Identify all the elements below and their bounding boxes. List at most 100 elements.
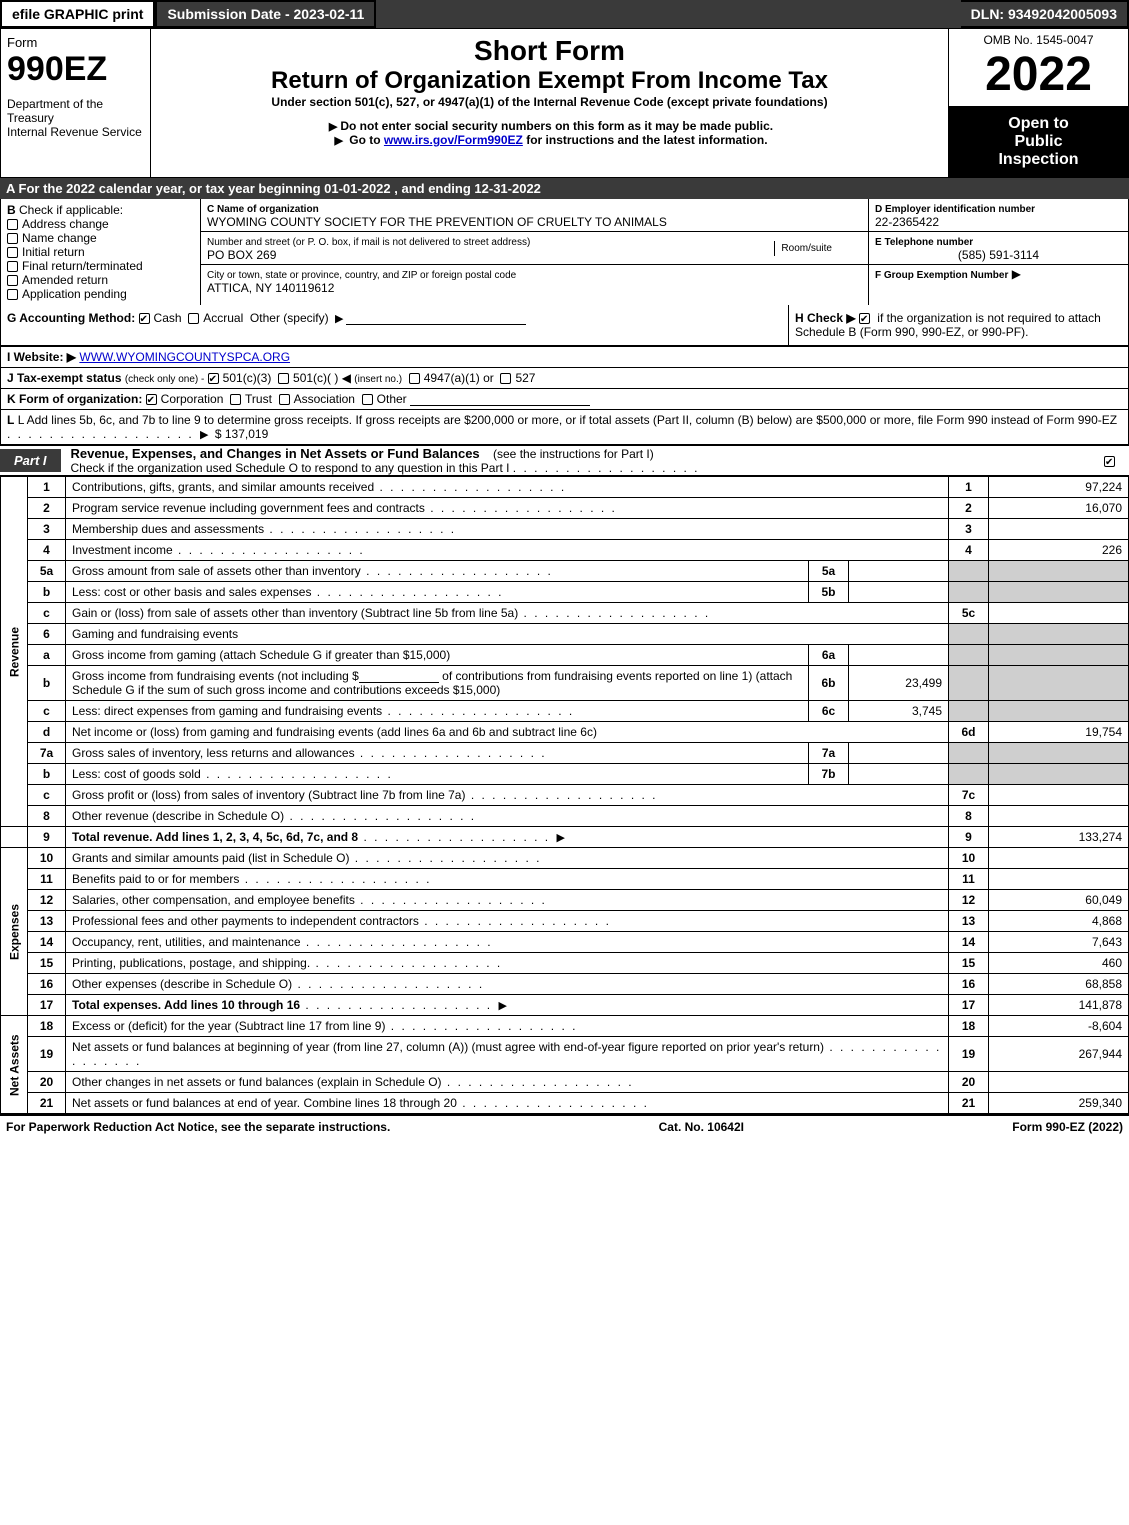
row-j: J Tax-exempt status (check only one) - 5…	[0, 367, 1129, 388]
chk-corporation[interactable]	[146, 394, 157, 405]
form-number: 990EZ	[7, 50, 144, 89]
chk-application-pending[interactable]: Application pending	[7, 287, 194, 301]
line-5b: bLess: cost or other basis and sales exp…	[1, 582, 1129, 603]
website-link[interactable]: WWW.WYOMINGCOUNTYSPCA.ORG	[79, 350, 290, 364]
h-label: H Check ▶	[795, 311, 856, 325]
line-1-value: 97,224	[989, 477, 1129, 498]
chk-amended-return[interactable]: Amended return	[7, 273, 194, 287]
chk-name-change[interactable]: Name change	[7, 231, 194, 245]
line-7c-value	[989, 785, 1129, 806]
other-org-input[interactable]	[410, 392, 590, 406]
chk-final-return[interactable]: Final return/terminated	[7, 259, 194, 273]
chk-schedule-b[interactable]	[859, 313, 870, 324]
row-k: K Form of organization: Corporation Trus…	[0, 388, 1129, 409]
submission-date-button[interactable]: Submission Date - 2023-02-11	[155, 0, 376, 28]
l-amount: $ 137,019	[215, 427, 268, 441]
room-suite-label: Room/suite	[774, 241, 862, 256]
efile-print-button[interactable]: efile GRAPHIC print	[0, 0, 155, 28]
line-16-value: 68,858	[989, 974, 1129, 995]
line-6a: aGross income from gaming (attach Schedu…	[1, 645, 1129, 666]
phone: (585) 591-3114	[875, 248, 1122, 262]
line-6a-value	[849, 645, 949, 666]
side-netassets: Net Assets	[1, 1016, 28, 1114]
c-label: C Name of organization	[207, 204, 319, 215]
row-l: L L Add lines 5b, 6c, and 7b to line 9 t…	[0, 409, 1129, 445]
line-9-value: 133,274	[989, 827, 1129, 848]
department-label: Department of the Treasury Internal Reve…	[7, 97, 144, 139]
side-revenue: Revenue	[1, 477, 28, 827]
line-9: 9Total revenue. Add lines 1, 2, 3, 4, 5c…	[1, 827, 1129, 848]
line-1: Revenue 1 Contributions, gifts, grants, …	[1, 477, 1129, 498]
chk-527[interactable]	[500, 373, 511, 384]
chk-501c[interactable]	[278, 373, 289, 384]
line-15-value: 460	[989, 953, 1129, 974]
line-10: Expenses 10Grants and similar amounts pa…	[1, 848, 1129, 869]
line-17-value: 141,878	[989, 995, 1129, 1016]
line-17: 17Total expenses. Add lines 10 through 1…	[1, 995, 1129, 1016]
line-8: 8Other revenue (describe in Schedule O) …	[1, 806, 1129, 827]
chk-initial-return[interactable]: Initial return	[7, 245, 194, 259]
line-4: 4Investment income 4226	[1, 540, 1129, 561]
e-label: E Telephone number	[875, 237, 973, 248]
line-10-value	[989, 848, 1129, 869]
chk-trust[interactable]	[230, 394, 241, 405]
arrow-icon	[553, 830, 567, 844]
footer-mid: Cat. No. 10642I	[659, 1120, 744, 1134]
address: PO BOX 269	[207, 248, 276, 262]
arrow-icon	[495, 998, 509, 1012]
line-21: 21Net assets or fund balances at end of …	[1, 1093, 1129, 1114]
irs-link[interactable]: www.irs.gov/Form990EZ	[384, 133, 523, 147]
chk-501c3[interactable]	[208, 373, 219, 384]
city-state-zip: ATTICA, NY 140119612	[207, 281, 334, 295]
line-5a: 5aGross amount from sale of assets other…	[1, 561, 1129, 582]
b-check-label: Check if applicable:	[19, 203, 123, 217]
line-18: Net Assets 18Excess or (deficit) for the…	[1, 1016, 1129, 1037]
l-text: L Add lines 5b, 6c, and 7b to line 9 to …	[18, 413, 1117, 427]
form-word: Form	[7, 35, 144, 50]
line-12: 12Salaries, other compensation, and empl…	[1, 890, 1129, 911]
row-a-period: A For the 2022 calendar year, or tax yea…	[0, 178, 1129, 199]
line-6d-value: 19,754	[989, 722, 1129, 743]
side-expenses: Expenses	[1, 848, 28, 1016]
line-5b-value	[849, 582, 949, 603]
line-19-value: 267,944	[989, 1037, 1129, 1072]
line-6b-contrib-input[interactable]	[359, 669, 439, 683]
line-6c: cLess: direct expenses from gaming and f…	[1, 701, 1129, 722]
d-label: D Employer identification number	[875, 204, 1035, 215]
subtitle: Under section 501(c), 527, or 4947(a)(1)…	[157, 95, 942, 109]
lines-table: Revenue 1 Contributions, gifts, grants, …	[0, 476, 1129, 1114]
line-12-value: 60,049	[989, 890, 1129, 911]
line-6c-value: 3,745	[849, 701, 949, 722]
chk-4947[interactable]	[409, 373, 420, 384]
col-c: C Name of organization WYOMING COUNTY SO…	[201, 199, 868, 305]
line-20-value	[989, 1072, 1129, 1093]
line-5c-value	[989, 603, 1129, 624]
line-19: 19Net assets or fund balances at beginni…	[1, 1037, 1129, 1072]
line-6: 6Gaming and fundraising events	[1, 624, 1129, 645]
chk-address-change[interactable]: Address change	[7, 217, 194, 231]
line-8-value	[989, 806, 1129, 827]
g-label: G Accounting Method:	[7, 311, 135, 325]
part1-check-line: Check if the organization used Schedule …	[61, 461, 510, 475]
chk-association[interactable]	[279, 394, 290, 405]
ein: 22-2365422	[875, 215, 939, 229]
k-label: K Form of organization:	[7, 392, 142, 406]
chk-schedule-o[interactable]	[1104, 456, 1115, 467]
line-15: 15Printing, publications, postage, and s…	[1, 953, 1129, 974]
line-7a: 7aGross sales of inventory, less returns…	[1, 743, 1129, 764]
line-6d: dNet income or (loss) from gaming and fu…	[1, 722, 1129, 743]
chk-accrual[interactable]	[188, 313, 199, 324]
page-footer: For Paperwork Reduction Act Notice, see …	[0, 1114, 1129, 1138]
chk-other-org[interactable]	[362, 394, 373, 405]
dln-label: DLN: 93492042005093	[961, 0, 1129, 28]
part1-inst: (see the instructions for Part I)	[483, 447, 654, 461]
footer-left: For Paperwork Reduction Act Notice, see …	[6, 1120, 390, 1134]
i-label: I Website: ▶	[7, 350, 76, 364]
arrow-icon	[197, 427, 211, 441]
city-label: City or town, state or province, country…	[207, 270, 516, 281]
other-method-input[interactable]	[346, 311, 526, 325]
line-16: 16Other expenses (describe in Schedule O…	[1, 974, 1129, 995]
row-i: I Website: ▶ WWW.WYOMINGCOUNTYSPCA.ORG	[0, 346, 1129, 367]
ssn-note: Do not enter social security numbers on …	[157, 119, 942, 133]
chk-cash[interactable]	[139, 313, 150, 324]
